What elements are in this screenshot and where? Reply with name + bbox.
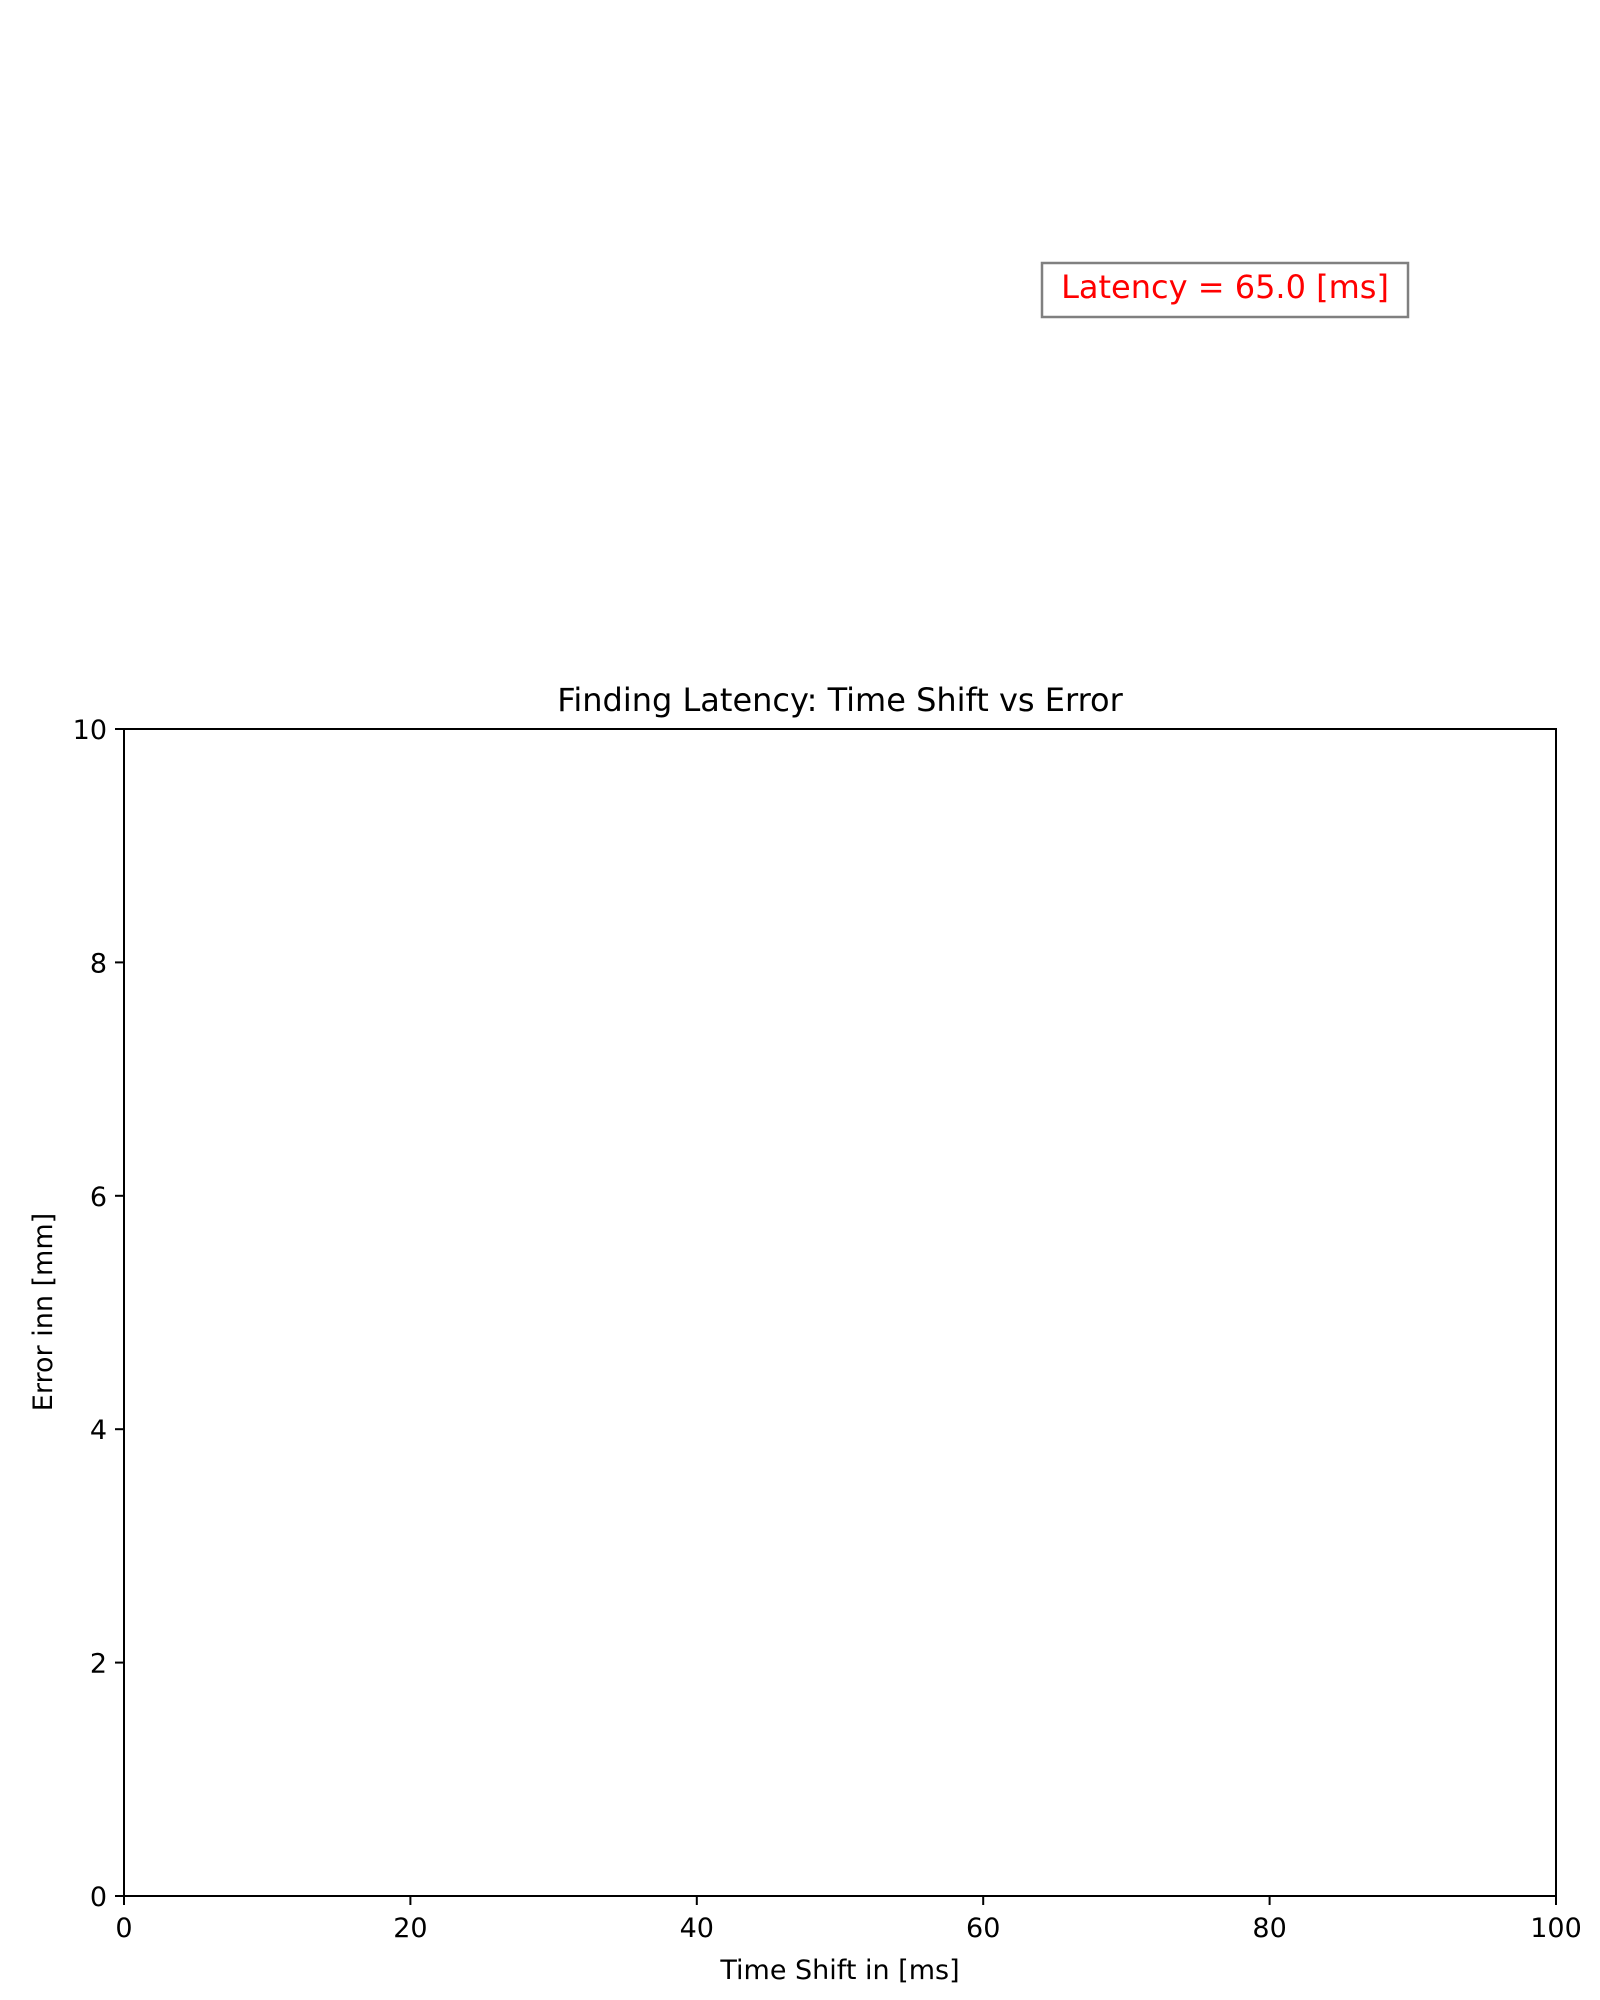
plot-area — [123, 728, 1557, 1897]
x-tick-label: 20 — [393, 1913, 427, 1944]
x-axis-ticks: 0 20 40 60 80 100 — [115, 1896, 1582, 1944]
latency-annotation-box — [1040, 261, 1410, 319]
y-tick-label: 0 — [90, 1882, 107, 1913]
y-tick-label: 2 — [90, 1649, 107, 1680]
x-tick-label: 80 — [1252, 1913, 1286, 1944]
x-tick-label: 0 — [115, 1913, 132, 1944]
y-tick-label: 10 — [73, 715, 107, 746]
y-tick-label: 6 — [90, 1182, 107, 1213]
chart-title: Finding Latency: Time Shift vs Error — [557, 681, 1123, 719]
x-tick-label: 60 — [966, 1913, 1000, 1944]
y-tick-label: 8 — [90, 948, 107, 979]
x-tick-label: 40 — [680, 1913, 714, 1944]
y-tick-label: 4 — [90, 1415, 107, 1446]
latency-annotation: Latency = 65.0 [ms] — [1040, 261, 1410, 319]
x-tick-label: 100 — [1530, 1913, 1582, 1944]
x-axis-label: Time Shift in [ms] — [719, 1955, 959, 1986]
y-axis-ticks: 0 2 4 6 8 10 — [73, 715, 124, 1913]
latency-annotation-text: Latency = 65.0 [ms] — [1061, 268, 1389, 306]
y-axis-label: Error inn [mm] — [28, 1213, 59, 1411]
